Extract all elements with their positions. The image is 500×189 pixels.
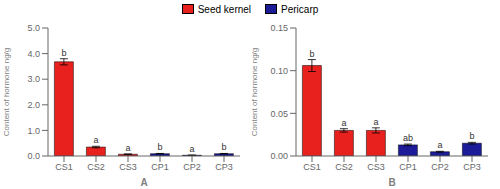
svg-text:CP3: CP3: [215, 162, 233, 172]
svg-text:CS3: CS3: [119, 162, 137, 172]
svg-text:CS1: CS1: [55, 162, 73, 172]
svg-text:CP1: CP1: [399, 162, 417, 172]
svg-text:Content of hormone ng/g: Content of hormone ng/g: [8, 48, 11, 137]
svg-text:CS2: CS2: [87, 162, 105, 172]
svg-text:5.0: 5.0: [27, 23, 40, 33]
svg-text:b: b: [469, 131, 474, 141]
svg-text:b: b: [309, 49, 314, 59]
svg-text:2.0: 2.0: [27, 100, 40, 110]
svg-text:CS2: CS2: [335, 162, 353, 172]
svg-text:Content of hormone ng/g: Content of hormone ng/g: [250, 48, 259, 137]
svg-text:ab: ab: [403, 133, 413, 143]
svg-text:3.0: 3.0: [27, 74, 40, 84]
svg-text:CS1: CS1: [303, 162, 321, 172]
svg-text:0.05: 0.05: [270, 109, 288, 119]
svg-text:a: a: [189, 144, 194, 154]
svg-text:a: a: [93, 135, 98, 145]
html-text:Pericarp: Pericarp: [281, 3, 319, 15]
html-text:Seed kernel: Seed kernel: [197, 3, 252, 15]
svg-text:b: b: [221, 142, 226, 152]
svg-text:4.0: 4.0: [27, 49, 40, 59]
svg-text:B: B: [388, 177, 395, 186]
svg-text:a: a: [373, 117, 378, 127]
svg-text:b: b: [157, 142, 162, 152]
svg-text:CP2: CP2: [183, 162, 201, 172]
svg-text:CP1: CP1: [151, 162, 169, 172]
svg-text:1.0: 1.0: [27, 126, 40, 136]
svg-text:0.10: 0.10: [270, 66, 288, 76]
svg-text:0.0: 0.0: [27, 151, 40, 161]
svg-text:A: A: [140, 177, 147, 186]
svg-text:CS3: CS3: [367, 162, 385, 172]
svg-text:a: a: [125, 143, 130, 153]
svg-text:0.00: 0.00: [270, 151, 288, 161]
svg-text:a: a: [437, 140, 442, 150]
svg-text:b: b: [61, 48, 66, 58]
svg-text:a: a: [341, 118, 346, 128]
svg-text:CP3: CP3: [463, 162, 481, 172]
svg-text:0.15: 0.15: [270, 23, 288, 33]
svg-text:CP2: CP2: [431, 162, 449, 172]
